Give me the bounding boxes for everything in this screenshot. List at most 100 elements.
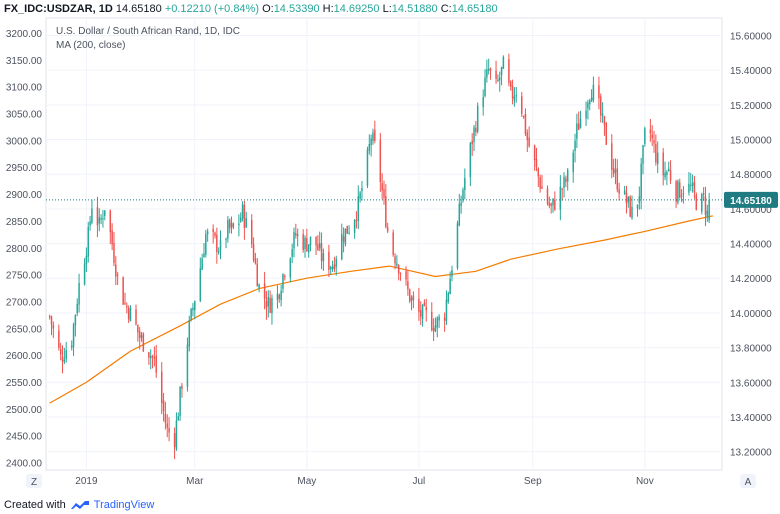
candle-body — [653, 140, 655, 144]
high-label: H: — [322, 3, 334, 15]
candle-body — [241, 204, 244, 219]
candle-body — [126, 305, 128, 308]
candle — [425, 298, 427, 322]
candle-body — [600, 96, 602, 116]
candle — [399, 272, 402, 281]
candle-body — [462, 189, 464, 201]
candle-body — [168, 427, 170, 433]
candle-body — [70, 345, 73, 348]
candle-body — [475, 128, 477, 133]
candlestick-chart[interactable]: 2400.00 2450.00 2500.00 2550.00 2600.00 2650.… — [0, 0, 780, 496]
candle — [206, 228, 209, 242]
candle — [680, 189, 683, 203]
candle-body — [386, 227, 389, 232]
candle-body — [577, 123, 580, 130]
candle-body — [276, 293, 279, 300]
candle-body — [526, 132, 529, 141]
candle — [357, 185, 360, 230]
candle-body — [515, 95, 518, 97]
candle — [421, 303, 424, 327]
candle-body — [315, 236, 317, 246]
candle-body — [438, 316, 440, 321]
candle-body — [355, 219, 358, 221]
candle-body — [445, 299, 448, 321]
candle-body — [192, 307, 194, 311]
time-tick-label: Jul — [413, 476, 426, 487]
candle — [328, 244, 330, 278]
left-tick-label: 2550.00 — [6, 378, 43, 389]
right-tick-label: 13.40000 — [730, 413, 772, 424]
candle-body — [651, 134, 653, 139]
candle — [502, 55, 505, 69]
candle-body — [708, 199, 710, 221]
candle-body — [511, 86, 514, 99]
candle-body — [385, 196, 387, 228]
left-price-axis[interactable]: 2400.00 2450.00 2500.00 2550.00 2600.00 2650.… — [6, 29, 43, 469]
candle-body — [173, 433, 176, 448]
candle-body — [618, 189, 620, 194]
candle-body — [166, 423, 168, 428]
candle — [642, 144, 644, 175]
low-value: 14.51880 — [391, 3, 438, 15]
symbol-label[interactable]: FX_IDC:USDZAR, 1D — [4, 3, 113, 15]
candle — [487, 58, 490, 75]
candle-body — [464, 178, 466, 191]
time-tick-label: 2019 — [75, 476, 98, 487]
candle — [669, 160, 672, 185]
left-axis-scale-button[interactable] — [26, 474, 42, 488]
candle-body — [447, 292, 450, 302]
candle-body — [451, 270, 453, 277]
candle — [497, 74, 499, 83]
candle — [513, 87, 516, 107]
candle — [289, 257, 292, 283]
candle — [78, 273, 80, 313]
candle-body — [476, 105, 479, 132]
candle-body — [205, 234, 207, 255]
candle-body — [76, 304, 78, 314]
candle-body — [460, 202, 462, 206]
candle-body — [72, 324, 75, 347]
candle-body — [307, 244, 310, 253]
candle — [381, 173, 383, 200]
candle — [307, 244, 310, 258]
candle — [546, 185, 549, 206]
candle-body — [572, 152, 574, 173]
candle — [601, 102, 604, 123]
candle — [346, 225, 349, 234]
tradingview-brand[interactable]: TradingView — [93, 499, 155, 511]
candle — [690, 173, 692, 191]
candle-body — [541, 186, 543, 189]
candle-body — [177, 416, 180, 421]
price-change: +0.12210 (+0.84%) — [164, 3, 259, 15]
candle — [241, 201, 244, 222]
candle-body — [667, 168, 670, 171]
candle — [265, 291, 268, 320]
candle — [392, 229, 394, 257]
candle-body — [566, 169, 569, 182]
candle-body — [50, 316, 53, 325]
left-tick-label: 2800.00 — [6, 244, 43, 255]
candle — [521, 91, 523, 117]
candle — [559, 175, 562, 221]
candle — [612, 158, 615, 178]
candle — [436, 316, 439, 338]
candle-body — [359, 192, 361, 199]
candle-body — [370, 138, 372, 146]
candle — [438, 314, 440, 328]
right-price-axis[interactable]: 13.20000 13.40000 13.60000 13.80000 14.00000… — [730, 32, 772, 459]
time-tick-label: May — [297, 476, 316, 487]
candle-body — [419, 310, 422, 317]
candle — [102, 209, 104, 228]
candle-body — [642, 145, 644, 164]
candle-body — [638, 196, 641, 203]
time-axis[interactable]: 2019 Mar May Jul Sep Nov — [75, 476, 653, 487]
candle — [577, 111, 580, 131]
auto-scale-button[interactable] — [740, 474, 756, 488]
candle — [418, 287, 420, 321]
candle-body — [407, 281, 409, 290]
candle — [688, 172, 690, 196]
footer: Created with TradingView — [4, 496, 154, 514]
candle-body — [495, 70, 497, 79]
candle — [331, 260, 334, 272]
candle-body — [431, 311, 433, 330]
